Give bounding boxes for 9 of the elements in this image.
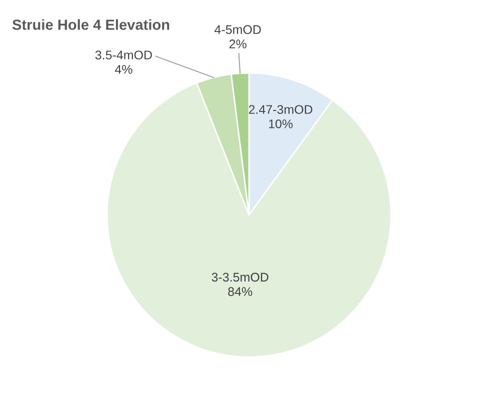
data-label: 4% [114,65,132,74]
data-label: 2% [229,40,246,48]
slice-label: 4-5mOD [214,25,261,34]
data-label: 84% [228,287,252,296]
slice-label: 3.5-4mOD [95,50,152,60]
data-label: 10% [269,119,293,128]
slice-label: 2.47-3mOD [248,105,312,114]
slice-label: 3-3.5mOD [212,272,268,282]
chart-title: Struie Hole 4 Elevation [12,19,170,30]
